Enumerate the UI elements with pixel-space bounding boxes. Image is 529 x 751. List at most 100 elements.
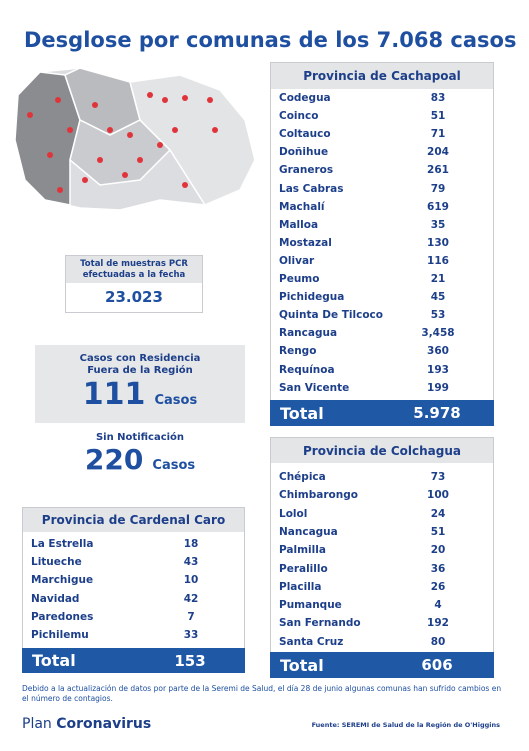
table-title: Provincia de Colchagua bbox=[271, 438, 493, 463]
commune-name: Pichilemu bbox=[31, 629, 89, 641]
brand-bold: Coronavirus bbox=[56, 716, 152, 732]
province-table: Provincia de Cardenal Caro La Estrella 18 L… bbox=[22, 507, 245, 673]
commune-name: Requínoa bbox=[279, 363, 335, 376]
brand: Plan Coronavirus bbox=[22, 716, 151, 732]
commune-name: Peumo bbox=[279, 273, 320, 285]
commune-name: Nancagua bbox=[279, 525, 338, 538]
commune-name: Lolol bbox=[279, 507, 308, 520]
commune-name: Paredones bbox=[31, 610, 94, 623]
total-bar: Total 606 bbox=[270, 652, 494, 678]
commune-cases: 20 bbox=[430, 544, 446, 557]
pcr-value: 23.023 bbox=[105, 288, 163, 306]
footnote: Debido a la actualización de datos por p… bbox=[22, 684, 502, 703]
commune-cases: 7 bbox=[187, 610, 195, 623]
total-label: Total bbox=[280, 403, 324, 423]
commune-cases: 192 bbox=[427, 617, 449, 630]
commune-name: Navidad bbox=[31, 592, 80, 605]
commune-name: Placilla bbox=[279, 580, 322, 593]
total-bar: Total 153 bbox=[22, 648, 245, 673]
commune-cases: 3,458 bbox=[421, 327, 455, 340]
province-table: Provincia de Colchagua Chépica 73 Chimbaron… bbox=[270, 437, 494, 678]
total-value: 153 bbox=[174, 651, 206, 670]
unnotified-unit: Casos bbox=[152, 458, 196, 473]
commune-name: Pumanque bbox=[279, 599, 342, 612]
commune-cases: 199 bbox=[427, 381, 449, 394]
commune-name: Quinta De Tilcoco bbox=[279, 309, 383, 322]
pcr-label: Total de muestras PCR efectuadas a la fe… bbox=[66, 256, 202, 283]
commune-name: Coinco bbox=[279, 110, 319, 123]
commune-cases: 100 bbox=[427, 489, 449, 502]
commune-cases: 619 bbox=[427, 200, 449, 213]
commune-cases: 33 bbox=[183, 629, 199, 641]
commune-name: Olivar bbox=[279, 254, 315, 267]
commune-name: Chimbarongo bbox=[279, 489, 358, 502]
commune-cases: 18 bbox=[183, 538, 199, 550]
commune-name: Rengo bbox=[279, 345, 317, 358]
pcr-label-line: efectuadas a la fecha bbox=[82, 269, 186, 280]
brand-light: Plan bbox=[22, 716, 52, 732]
commune-cases: 116 bbox=[427, 254, 449, 267]
outside-figure: 111 Casos bbox=[35, 377, 245, 412]
unnotified-label: Sin Notificación bbox=[95, 432, 185, 443]
outside-label-line: Casos con Residencia bbox=[79, 353, 201, 364]
commune-name: Peralillo bbox=[279, 562, 328, 575]
commune-cases: 42 bbox=[183, 592, 199, 605]
table-title: Provincia de Cachapoal bbox=[271, 63, 493, 89]
total-value: 5.978 bbox=[413, 404, 461, 422]
commune-name: Coltauco bbox=[279, 128, 331, 141]
total-value: 606 bbox=[421, 656, 453, 674]
commune-cases: 10 bbox=[183, 574, 199, 587]
outside-unit: Casos bbox=[154, 393, 198, 408]
commune-cases: 35 bbox=[430, 218, 446, 231]
commune-cases: 24 bbox=[430, 507, 446, 520]
commune-name: Las Cabras bbox=[279, 182, 344, 195]
commune-name: Graneros bbox=[279, 164, 334, 177]
title: Desglose por comunas de los 7.068 casos bbox=[24, 28, 517, 52]
commune-name: Mostazal bbox=[279, 236, 332, 249]
commune-cases: 26 bbox=[430, 580, 446, 593]
outside-value: 111 bbox=[82, 377, 146, 412]
commune-cases: 71 bbox=[430, 128, 446, 141]
commune-cases: 53 bbox=[430, 309, 446, 322]
commune-cases: 4 bbox=[434, 599, 442, 612]
commune-name: Litueche bbox=[31, 556, 82, 569]
commune-name: Doñihue bbox=[279, 146, 329, 159]
commune-cases: 45 bbox=[430, 291, 446, 304]
commune-name: Codegua bbox=[279, 92, 331, 104]
unnotified-value: 220 bbox=[84, 443, 144, 476]
total-label: Total bbox=[280, 655, 324, 675]
pcr-label-line: Total de muestras PCR bbox=[80, 258, 188, 269]
commune-cases: 80 bbox=[430, 635, 446, 648]
commune-name: San Vicente bbox=[279, 381, 350, 394]
commune-cases: 36 bbox=[430, 562, 446, 575]
outside-label: Casos con Residencia Fuera de la Región bbox=[35, 353, 245, 377]
source: Fuente: SEREMI de Salud de la Región de … bbox=[311, 721, 500, 729]
commune-name: Marchigue bbox=[31, 574, 94, 587]
region-map bbox=[14, 67, 256, 211]
commune-cases: 130 bbox=[427, 236, 449, 249]
commune-cases: 193 bbox=[427, 363, 449, 376]
commune-name: Santa Cruz bbox=[279, 635, 344, 648]
commune-cases: 360 bbox=[427, 345, 449, 358]
commune-cases: 73 bbox=[430, 471, 446, 483]
commune-cases: 261 bbox=[427, 164, 449, 177]
commune-name: Rancagua bbox=[279, 327, 338, 340]
commune-cases: 83 bbox=[430, 92, 446, 104]
commune-name: Pichidegua bbox=[279, 291, 345, 304]
commune-cases: 204 bbox=[427, 146, 449, 159]
outside-label-line: Fuera de la Región bbox=[87, 365, 193, 376]
commune-name: La Estrella bbox=[31, 538, 94, 550]
commune-cases: 43 bbox=[183, 556, 199, 569]
unnotified-figure: 220 Casos bbox=[35, 443, 245, 476]
outside-box: Casos con Residencia Fuera de la Región … bbox=[35, 345, 245, 423]
commune-cases: 79 bbox=[430, 182, 446, 195]
unnotified-box: Sin Notificación 220 Casos bbox=[35, 432, 245, 476]
commune-name: San Fernando bbox=[279, 617, 361, 630]
province-table: Provincia de Cachapoal Codegua 83 Coinco 51 C… bbox=[270, 62, 494, 426]
total-label: Total bbox=[32, 651, 76, 670]
commune-name: Chépica bbox=[279, 471, 326, 483]
pcr-box: Total de muestras PCR efectuadas a la fe… bbox=[65, 255, 203, 313]
total-bar: Total 5.978 bbox=[270, 400, 494, 426]
table-title: Provincia de Cardenal Caro bbox=[23, 508, 244, 532]
